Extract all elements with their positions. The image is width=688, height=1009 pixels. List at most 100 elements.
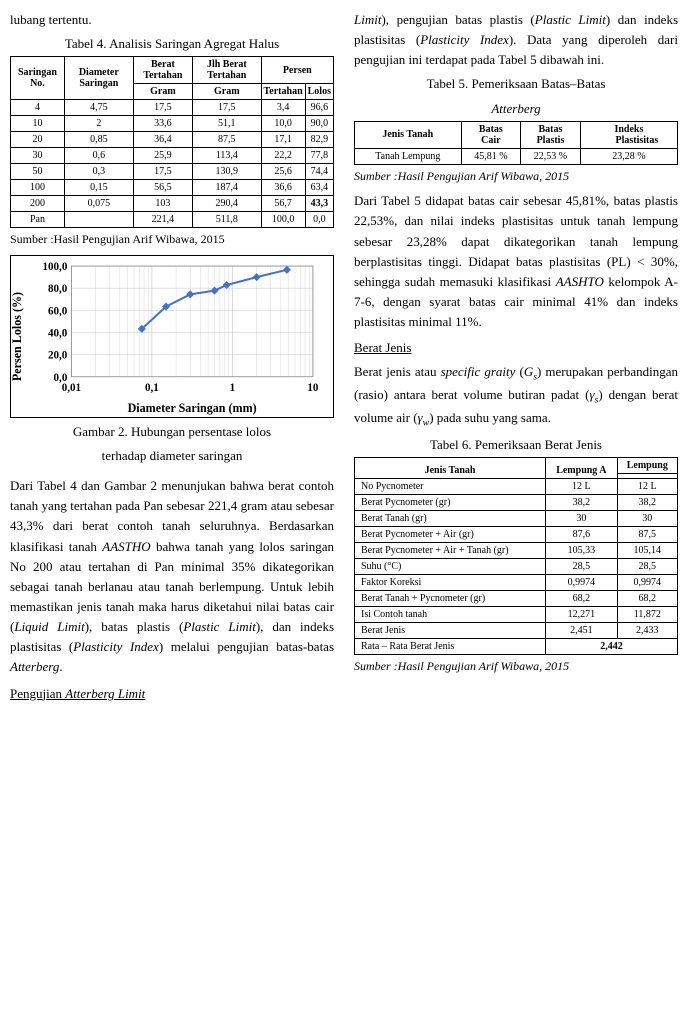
- left-para1: Dari Tabel 4 dan Gambar 2 menunjukan bah…: [10, 476, 334, 677]
- table6-label: Berat Pycnometer (gr): [355, 494, 546, 510]
- table6-avg-label: Rata – Rata Berat Jenis: [355, 638, 546, 654]
- th5-plastis: Batas Plastis: [521, 121, 581, 148]
- table6-cell: 0,9974: [617, 574, 677, 590]
- right-para1: Dari Tabel 5 didapat batas cair sebesar …: [354, 191, 678, 332]
- th-tertahan: Tertahan: [261, 84, 305, 100]
- table4-cell: 22,2: [261, 148, 305, 164]
- table4-cell: 43,3: [305, 196, 333, 212]
- table6-row: Suhu (°C)28,528,5: [355, 558, 678, 574]
- table6-label: No Pycnometer: [355, 478, 546, 494]
- table6-cell: 30: [617, 510, 677, 526]
- th-lolos: Lolos: [305, 84, 333, 100]
- th6-blank: Jenis Tanah: [355, 457, 546, 478]
- table6-cell: 87,5: [617, 526, 677, 542]
- table6-row: Berat Tanah + Pycnometer (gr)68,268,2: [355, 590, 678, 606]
- table4-cell: 10,0: [261, 116, 305, 132]
- sieve-chart: Persen Lolos (%) 0,020,040,060,080,0100,…: [10, 255, 334, 418]
- table4-cell: 17,1: [261, 132, 305, 148]
- table6-cell: 28,5: [617, 558, 677, 574]
- th-berat: Berat Tertahan: [133, 57, 192, 84]
- table4-caption: Tabel 4. Analisis Saringan Agregat Halus: [10, 34, 334, 54]
- table4-cell: 103: [133, 196, 192, 212]
- svg-text:20,0: 20,0: [48, 350, 68, 362]
- svg-text:80,0: 80,0: [48, 283, 68, 295]
- table6-label: Berat Tanah (gr): [355, 510, 546, 526]
- table6-cell: 68,2: [546, 590, 617, 606]
- th-diameter: Diameter Saringan: [64, 57, 133, 100]
- table4-row: 500,317,5130,925,674,4: [11, 164, 334, 180]
- table6-row: Berat Pycnometer + Air + Tanah (gr)105,3…: [355, 542, 678, 558]
- table6-label: Suhu (°C): [355, 558, 546, 574]
- right-para2: Berat jenis atau specific graity (Gs) me…: [354, 362, 678, 430]
- table6-label: Berat Tanah + Pycnometer (gr): [355, 590, 546, 606]
- right-cont-para: Limit), pengujian batas plastis (Plastic…: [354, 10, 678, 70]
- table5-caption1: Tabel 5. Pemeriksaan Batas–Batas: [354, 74, 678, 94]
- table4-cell: Pan: [11, 212, 65, 228]
- table4-cell: 17,5: [133, 100, 192, 116]
- table4-cell: 56,7: [261, 196, 305, 212]
- svg-text:0,01: 0,01: [62, 382, 81, 394]
- table6-cell: 12,271: [546, 606, 617, 622]
- fig2-caption2: terhadap diameter saringan: [10, 446, 334, 466]
- table4-cell: 0,0: [305, 212, 333, 228]
- table4-cell: 130,9: [193, 164, 262, 180]
- table4-row: 1000,1556,5187,436,663,4: [11, 180, 334, 196]
- table6-cell: 87,6: [546, 526, 617, 542]
- th5-jenis: Jenis Tanah: [355, 121, 462, 148]
- svg-text:0,1: 0,1: [145, 382, 159, 394]
- table4-cell: 25,9: [133, 148, 192, 164]
- table4-cell: 0,6: [64, 148, 133, 164]
- table6-avg-value: 2,442: [546, 638, 678, 654]
- table6-cell: 105,14: [617, 542, 677, 558]
- table5: Jenis Tanah Batas Cair Batas Plastis Ind…: [354, 121, 678, 165]
- bj-heading: Berat Jenis: [354, 338, 678, 358]
- th-persen: Persen: [261, 57, 333, 84]
- left-intro: lubang tertentu.: [10, 10, 334, 30]
- table5-source: Sumber :Hasil Pengujian Arif Wibawa, 201…: [354, 167, 678, 186]
- table4-cell: [64, 212, 133, 228]
- table4-cell: 10: [11, 116, 65, 132]
- table4-cell: 221,4: [133, 212, 192, 228]
- right-column: Limit), pengujian batas plastis (Plastic…: [354, 10, 678, 708]
- table6-cell: 105,33: [546, 542, 617, 558]
- table4-cell: 77,8: [305, 148, 333, 164]
- table6-row: Faktor Koreksi0,99740,9974: [355, 574, 678, 590]
- table6-row: Berat Pycnometer (gr)38,238,2: [355, 494, 678, 510]
- table4-cell: 0,15: [64, 180, 133, 196]
- table4-row: 44,7517,517,53,496,6: [11, 100, 334, 116]
- table4-row: 200,8536,487,517,182,9: [11, 132, 334, 148]
- th6-la: Lempung A: [546, 457, 617, 478]
- table4-cell: 56,5: [133, 180, 192, 196]
- table4-row: Pan221,4511,8100,00,0: [11, 212, 334, 228]
- table6-cell: 0,9974: [546, 574, 617, 590]
- table4-cell: 96,6: [305, 100, 333, 116]
- table4-cell: 200: [11, 196, 65, 212]
- table4-cell: 90,0: [305, 116, 333, 132]
- table6-label: Faktor Koreksi: [355, 574, 546, 590]
- atterberg-heading: Pengujian Atterberg Limit: [10, 684, 334, 704]
- table4-cell: 87,5: [193, 132, 262, 148]
- svg-text:100,0: 100,0: [42, 261, 67, 273]
- svg-text:40,0: 40,0: [48, 327, 68, 339]
- table4: Saringan No. Diameter Saringan Berat Ter…: [10, 56, 334, 228]
- table4-cell: 0,85: [64, 132, 133, 148]
- table6-row: Berat Tanah (gr)3030: [355, 510, 678, 526]
- table6-source: Sumber :Hasil Pengujian Arif Wibawa, 201…: [354, 657, 678, 676]
- table6-row: No Pycnometer12 L12 L: [355, 478, 678, 494]
- table4-cell: 74,4: [305, 164, 333, 180]
- table6-cell: 2,451: [546, 622, 617, 638]
- table4-cell: 4: [11, 100, 65, 116]
- table6-label: Berat Pycnometer + Air (gr): [355, 526, 546, 542]
- table6-label: Berat Pycnometer + Air + Tanah (gr): [355, 542, 546, 558]
- table4-cell: 50: [11, 164, 65, 180]
- table6-cell: 38,2: [546, 494, 617, 510]
- th-saringan: Saringan No.: [11, 57, 65, 100]
- table6: Jenis Tanah Lempung A Lempung No Pycnome…: [354, 457, 678, 655]
- table4-cell: 17,5: [133, 164, 192, 180]
- table4-cell: 82,9: [305, 132, 333, 148]
- table6-caption: Tabel 6. Pemeriksaan Berat Jenis: [354, 435, 678, 455]
- table4-cell: 25,6: [261, 164, 305, 180]
- table6-label: Isi Contoh tanah: [355, 606, 546, 622]
- th-gram1: Gram: [133, 84, 192, 100]
- table4-row: 10233,651,110,090,0: [11, 116, 334, 132]
